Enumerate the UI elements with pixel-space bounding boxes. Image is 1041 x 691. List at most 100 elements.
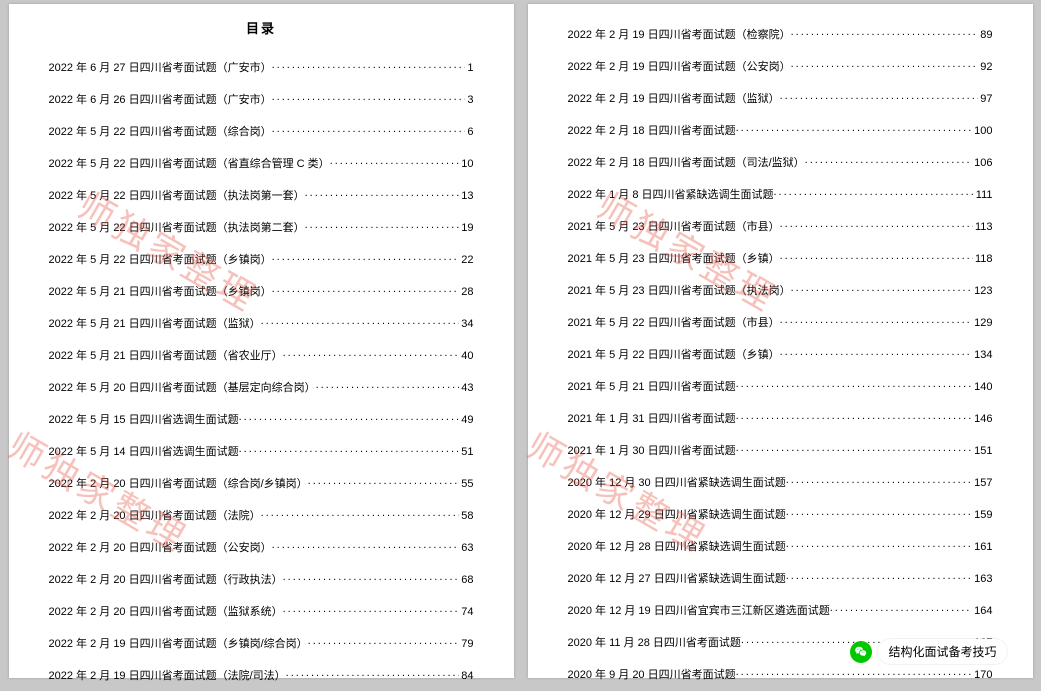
toc-entry-dots xyxy=(780,347,973,358)
toc-entry-label: 2022 年 6 月 27 日四川省考面试题（广安市） xyxy=(49,63,272,74)
toc-entry[interactable]: 2020 年 12 月 30 日四川省紧缺选调生面试题157 xyxy=(568,466,993,498)
toc-entry[interactable]: 2020 年 12 月 19 日四川省宜宾市三江新区遴选面试题164 xyxy=(568,594,993,626)
toc-entry[interactable]: 2021 年 5 月 22 日四川省考面试题（市县）129 xyxy=(568,306,993,338)
toc-entry[interactable]: 2022 年 5 月 22 日四川省考面试题（执法岗第二套）19 xyxy=(49,211,474,243)
toc-entry[interactable]: 2022 年 6 月 27 日四川省考面试题（广安市）1 xyxy=(49,51,474,83)
toc-entry-dots xyxy=(780,91,979,102)
toc-entry-label: 2022 年 5 月 15 日四川省选调生面试题 xyxy=(49,415,239,426)
toc-entry-page: 6 xyxy=(465,127,473,138)
toc-list-right: 2022 年 2 月 19 日四川省考面试题（检察院）892022 年 2 月 … xyxy=(568,18,993,690)
toc-entry-dots xyxy=(736,443,973,454)
toc-entry-label: 2022 年 2 月 19 日四川省考面试题（乡镇岗/综合岗） xyxy=(49,639,308,650)
toc-entry-dots xyxy=(272,252,460,263)
toc-entry[interactable]: 2021 年 5 月 23 日四川省考面试题（执法岗）123 xyxy=(568,274,993,306)
toc-entry-dots xyxy=(774,187,974,198)
toc-entry[interactable]: 2022 年 6 月 26 日四川省考面试题（广安市）3 xyxy=(49,83,474,115)
toc-entry[interactable]: 2021 年 1 月 31 日四川省考面试题 146 xyxy=(568,402,993,434)
toc-entry-label: 2021 年 5 月 22 日四川省考面试题（市县） xyxy=(568,318,780,329)
toc-entry-label: 2022 年 2 月 19 日四川省考面试题（检察院） xyxy=(568,30,791,41)
toc-entry[interactable]: 2021 年 1 月 30 日四川省考面试题151 xyxy=(568,434,993,466)
toc-entry-page: 118 xyxy=(973,254,993,265)
toc-entry[interactable]: 2022 年 5 月 22 日四川省考面试题（综合岗）6 xyxy=(49,115,474,147)
toc-entry[interactable]: 2020 年 12 月 27 日四川省紧缺选调生面试题 163 xyxy=(568,562,993,594)
toc-entry-page: 10 xyxy=(459,159,473,170)
toc-entry[interactable]: 2022 年 2 月 19 日四川省考面试题（检察院）89 xyxy=(568,18,993,50)
toc-entry[interactable]: 2022 年 5 月 22 日四川省考面试题（省直综合管理 C 类） 10 xyxy=(49,147,474,179)
toc-entry[interactable]: 2022 年 2 月 20 日四川省考面试题（行政执法）68 xyxy=(49,563,474,595)
toc-entry-page: 97 xyxy=(978,94,992,105)
toc-entry-dots xyxy=(736,411,973,422)
toc-entry-page: 161 xyxy=(972,542,992,553)
toc-entry-label: 2021 年 1 月 31 日四川省考面试题 xyxy=(568,414,736,425)
toc-entry[interactable]: 2022 年 5 月 15 日四川省选调生面试题49 xyxy=(49,403,474,435)
toc-entry-label: 2021 年 5 月 23 日四川省考面试题（乡镇） xyxy=(568,254,780,265)
toc-entry-label: 2020 年 11 月 28 日四川省考面试题 xyxy=(568,638,741,649)
toc-entry-dots xyxy=(791,283,973,294)
toc-entry-page: 164 xyxy=(972,606,992,617)
toc-entry-dots xyxy=(272,124,466,135)
toc-entry[interactable]: 2022 年 5 月 21 日四川省考面试题（乡镇岗） 28 xyxy=(49,275,474,307)
toc-entry-dots xyxy=(305,220,460,231)
toc-entry-label: 2022 年 5 月 22 日四川省考面试题（省直综合管理 C 类） xyxy=(49,159,330,170)
toc-entry[interactable]: 2020 年 11 月 28 日四川省考面试题167 xyxy=(568,626,993,658)
toc-page-left: 目录 师独家整理 师独家整理 2022 年 6 月 27 日四川省考面试题（广安… xyxy=(9,4,514,678)
toc-entry[interactable]: 2022 年 5 月 22 日四川省考面试题（乡镇岗）22 xyxy=(49,243,474,275)
toc-entry[interactable]: 2022 年 2 月 19 日四川省考面试题（法院/司法） 84 xyxy=(49,659,474,691)
toc-entry-label: 2022 年 2 月 19 日四川省考面试题（公安岗） xyxy=(568,62,791,73)
toc-entry[interactable]: 2022 年 2 月 20 日四川省考面试题（法院）58 xyxy=(49,499,474,531)
toc-entry[interactable]: 2022 年 5 月 14 日四川省选调生面试题51 xyxy=(49,435,474,467)
toc-entry-dots xyxy=(791,59,979,70)
toc-entry-page: 100 xyxy=(972,126,992,137)
toc-entry[interactable]: 2022 年 2 月 18 日四川省考面试题（司法/监狱）106 xyxy=(568,146,993,178)
toc-entry[interactable]: 2022 年 5 月 21 日四川省考面试题（监狱） 34 xyxy=(49,307,474,339)
toc-entry-label: 2020 年 12 月 29 日四川省紧缺选调生面试题 xyxy=(568,510,786,521)
toc-entry-page: 79 xyxy=(459,639,473,650)
toc-entry-label: 2021 年 5 月 23 日四川省考面试题（执法岗） xyxy=(568,286,791,297)
toc-entry[interactable]: 2022 年 2 月 18 日四川省考面试题100 xyxy=(568,114,993,146)
toc-entry-label: 2022 年 2 月 19 日四川省考面试题（法院/司法） xyxy=(49,671,286,682)
toc-entry-label: 2022 年 5 月 21 日四川省考面试题（监狱） xyxy=(49,319,261,330)
toc-entry[interactable]: 2022 年 2 月 19 日四川省考面试题（乡镇岗/综合岗） 79 xyxy=(49,627,474,659)
toc-entry[interactable]: 2020 年 12 月 28 日四川省紧缺选调生面试题 161 xyxy=(568,530,993,562)
toc-entry-page: 106 xyxy=(972,158,992,169)
toc-entry[interactable]: 2022 年 5 月 22 日四川省考面试题（执法岗第一套）13 xyxy=(49,179,474,211)
toc-entry-dots xyxy=(780,251,973,262)
toc-entry-label: 2022 年 5 月 22 日四川省考面试题（执法岗第二套） xyxy=(49,223,305,234)
toc-entry[interactable]: 2021 年 5 月 22 日四川省考面试题（乡镇）134 xyxy=(568,338,993,370)
toc-entry-page: 84 xyxy=(459,671,473,682)
toc-entry-dots xyxy=(786,539,972,550)
toc-entry[interactable]: 2022 年 2 月 20 日四川省考面试题（综合岗/乡镇岗）55 xyxy=(49,467,474,499)
toc-entry-dots xyxy=(272,540,460,551)
toc-entry[interactable]: 2022 年 2 月 19 日四川省考面试题（监狱）97 xyxy=(568,82,993,114)
toc-entry[interactable]: 2021 年 5 月 23 日四川省考面试题（乡镇） 118 xyxy=(568,242,993,274)
toc-entry-page: 43 xyxy=(459,383,473,394)
toc-entry[interactable]: 2022 年 5 月 21 日四川省考面试题（省农业厅）40 xyxy=(49,339,474,371)
toc-entry[interactable]: 2022 年 2 月 19 日四川省考面试题（公安岗） 92 xyxy=(568,50,993,82)
toc-entry-page: 68 xyxy=(459,575,473,586)
toc-entry-page: 163 xyxy=(972,574,992,585)
toc-entry-label: 2022 年 5 月 14 日四川省选调生面试题 xyxy=(49,447,239,458)
toc-entry-dots xyxy=(283,348,460,359)
toc-entry[interactable]: 2021 年 5 月 21 日四川省考面试题140 xyxy=(568,370,993,402)
toc-entry-label: 2022 年 1 月 8 日四川省紧缺选调生面试题 xyxy=(568,190,774,201)
toc-entry[interactable]: 2022 年 2 月 20 日四川省考面试题（监狱系统）74 xyxy=(49,595,474,627)
toc-entry-page: 146 xyxy=(972,414,992,425)
toc-entry[interactable]: 2020 年 9 月 20 日四川省考面试题170 xyxy=(568,658,993,690)
toc-entry-dots xyxy=(272,92,466,103)
toc-entry[interactable]: 2022 年 5 月 20 日四川省考面试题（基层定向综合岗）43 xyxy=(49,371,474,403)
toc-entry-label: 2020 年 12 月 27 日四川省紧缺选调生面试题 xyxy=(568,574,786,585)
toc-entry-page: 28 xyxy=(459,287,473,298)
toc-entry-page: 92 xyxy=(978,62,992,73)
toc-entry[interactable]: 2021 年 5 月 23 日四川省考面试题（市县）113 xyxy=(568,210,993,242)
toc-entry-label: 2022 年 5 月 21 日四川省考面试题（乡镇岗） xyxy=(49,287,272,298)
toc-entry-dots xyxy=(786,571,972,582)
toc-entry-label: 2020 年 12 月 28 日四川省紧缺选调生面试题 xyxy=(568,542,786,553)
toc-entry-page: 63 xyxy=(459,543,473,554)
toc-entry[interactable]: 2020 年 12 月 29 日四川省紧缺选调生面试题159 xyxy=(568,498,993,530)
toc-entry-dots xyxy=(736,123,973,134)
toc-entry[interactable]: 2022 年 1 月 8 日四川省紧缺选调生面试题111 xyxy=(568,178,993,210)
toc-entry[interactable]: 2022 年 2 月 20 日四川省考面试题（公安岗）63 xyxy=(49,531,474,563)
toc-entry-page: 22 xyxy=(459,255,473,266)
toc-entry-label: 2022 年 5 月 22 日四川省考面试题（执法岗第一套） xyxy=(49,191,305,202)
toc-entry-page: 34 xyxy=(459,319,473,330)
